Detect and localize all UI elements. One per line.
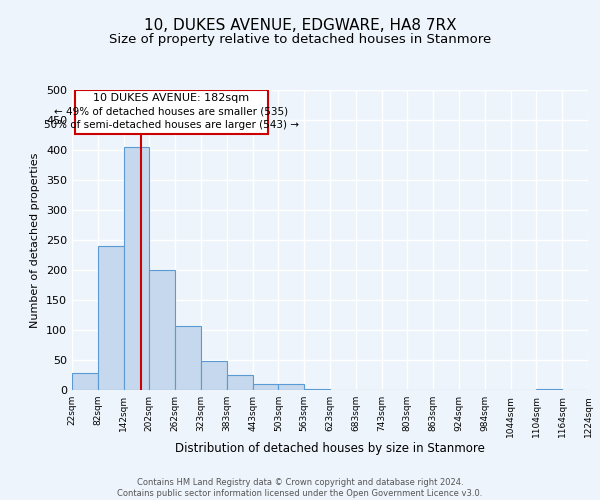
Text: 10 DUKES AVENUE: 182sqm: 10 DUKES AVENUE: 182sqm bbox=[93, 93, 250, 103]
X-axis label: Distribution of detached houses by size in Stanmore: Distribution of detached houses by size … bbox=[175, 442, 485, 456]
Bar bbox=[149, 270, 175, 390]
Bar bbox=[227, 375, 253, 390]
Bar bbox=[278, 384, 304, 390]
Bar bbox=[253, 384, 278, 390]
Text: Contains HM Land Registry data © Crown copyright and database right 2024.
Contai: Contains HM Land Registry data © Crown c… bbox=[118, 478, 482, 498]
Text: 50% of semi-detached houses are larger (543) →: 50% of semi-detached houses are larger (… bbox=[44, 120, 299, 130]
Bar bbox=[124, 147, 149, 390]
Text: Size of property relative to detached houses in Stanmore: Size of property relative to detached ho… bbox=[109, 32, 491, 46]
Text: ← 49% of detached houses are smaller (535): ← 49% of detached houses are smaller (53… bbox=[54, 106, 289, 117]
Bar bbox=[175, 326, 201, 390]
Bar bbox=[536, 389, 562, 390]
FancyBboxPatch shape bbox=[74, 90, 268, 134]
Text: 10, DUKES AVENUE, EDGWARE, HA8 7RX: 10, DUKES AVENUE, EDGWARE, HA8 7RX bbox=[143, 18, 457, 32]
Bar bbox=[98, 246, 124, 390]
Y-axis label: Number of detached properties: Number of detached properties bbox=[31, 152, 40, 328]
Bar bbox=[201, 361, 227, 390]
Bar bbox=[304, 389, 330, 390]
Bar bbox=[72, 373, 98, 390]
